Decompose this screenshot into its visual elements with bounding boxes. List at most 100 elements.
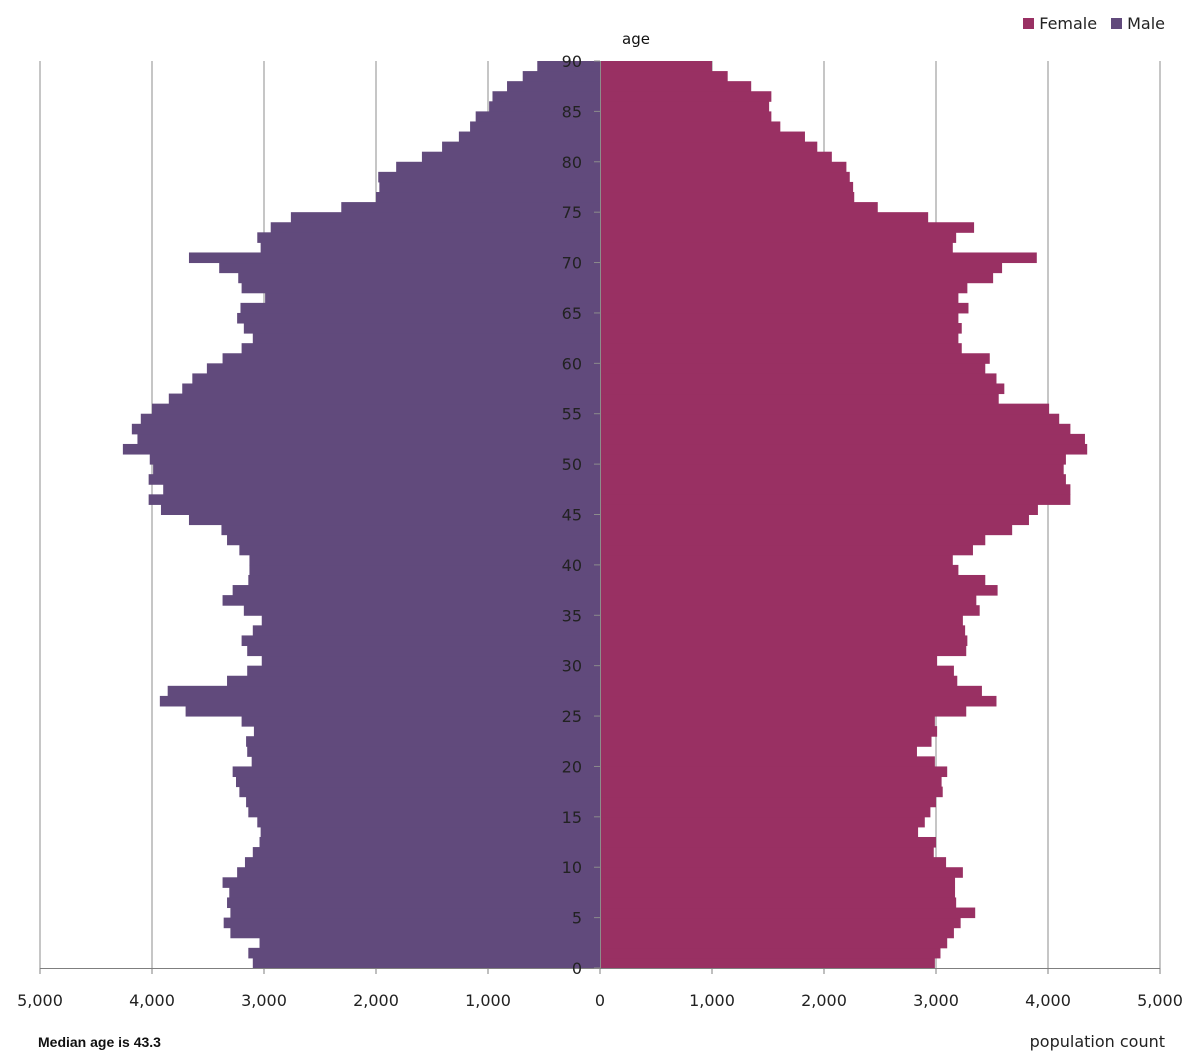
female-bar xyxy=(600,635,968,647)
female-swatch-icon xyxy=(1023,18,1035,29)
male-bar xyxy=(222,877,600,888)
male-bar xyxy=(247,746,600,757)
female-bar xyxy=(600,736,932,747)
male-bar xyxy=(492,91,600,102)
female-bar xyxy=(600,615,963,626)
male-bar xyxy=(379,181,600,193)
female-bar xyxy=(600,61,712,72)
male-bar xyxy=(252,333,601,344)
female-bar xyxy=(600,544,973,556)
male-bar xyxy=(396,161,600,173)
female-bar xyxy=(600,101,770,112)
male-bar xyxy=(182,383,601,395)
female-bar xyxy=(600,534,986,546)
y-tick-label: 15 xyxy=(562,808,582,827)
male-bar xyxy=(270,222,600,233)
male-bar xyxy=(376,192,600,203)
female-bar xyxy=(600,212,929,223)
y-tick-label: 65 xyxy=(562,304,582,323)
female-bar xyxy=(600,403,1050,415)
y-tick-label: 35 xyxy=(562,606,582,625)
female-bar xyxy=(600,242,953,253)
female-bar xyxy=(600,937,948,949)
male-bar xyxy=(259,836,600,848)
female-bar xyxy=(600,917,961,929)
female-bar xyxy=(600,171,850,183)
y-tick-label: 0 xyxy=(572,959,582,978)
female-bar xyxy=(600,605,980,616)
x-tick-label: 3,000 xyxy=(241,991,287,1010)
y-tick-label: 80 xyxy=(562,153,582,172)
female-bar xyxy=(600,353,990,364)
male-bar xyxy=(230,927,600,939)
male-bar xyxy=(241,716,600,727)
x-tick-label: 5,000 xyxy=(1137,991,1183,1010)
male-bar xyxy=(243,605,600,616)
male-bar xyxy=(246,796,600,808)
female-bar xyxy=(600,816,925,828)
legend-label-female: Female xyxy=(1039,14,1098,33)
y-tick-label: 85 xyxy=(562,102,582,121)
male-bar xyxy=(247,665,600,677)
female-bar xyxy=(600,111,772,122)
female-bar xyxy=(600,443,1088,455)
female-bar xyxy=(600,333,959,344)
female-bar xyxy=(600,343,962,354)
female-bar xyxy=(600,796,936,808)
male-bar xyxy=(140,413,601,425)
male-bar xyxy=(249,554,600,566)
female-bar xyxy=(600,202,878,213)
male-bar xyxy=(232,585,600,596)
male-bar xyxy=(227,897,601,909)
male-bar xyxy=(341,202,600,213)
female-bar xyxy=(600,766,948,778)
male-bar xyxy=(252,957,601,969)
male-bar xyxy=(243,323,600,334)
male-bar xyxy=(458,131,600,143)
x-tick-label: 2,000 xyxy=(801,991,847,1010)
male-bar xyxy=(248,806,600,818)
male-bar xyxy=(167,685,600,697)
male-bar xyxy=(475,111,600,122)
female-bar xyxy=(600,192,855,203)
male-bar xyxy=(232,766,600,778)
y-tick-label: 30 xyxy=(562,657,582,676)
female-bar xyxy=(600,252,1037,264)
female-bar xyxy=(600,655,938,667)
male-bar xyxy=(261,615,600,626)
female-bar xyxy=(600,756,935,767)
male-bar xyxy=(241,343,600,354)
male-bar xyxy=(248,947,600,959)
female-bar xyxy=(600,625,966,636)
female-bar xyxy=(600,272,994,284)
male-bar xyxy=(244,857,600,868)
female-bar xyxy=(600,393,999,405)
x-tick-label: 2,000 xyxy=(353,991,399,1010)
male-bar xyxy=(507,81,600,92)
x-axis-title: population count xyxy=(1029,1032,1165,1051)
female-bar xyxy=(600,907,976,919)
legend-label-male: Male xyxy=(1127,14,1165,33)
male-bar xyxy=(219,262,600,274)
x-tick-label: 1,000 xyxy=(689,991,735,1010)
male-bar xyxy=(227,675,601,687)
male-bar xyxy=(378,171,600,183)
axes: 5,000 4,000 3,000 2,000 1,000 0 1,000 2,000 3,00… xyxy=(17,52,1183,1010)
male-bar xyxy=(222,353,600,364)
male-bar xyxy=(185,705,600,717)
female-bar xyxy=(600,695,997,707)
male-bar xyxy=(252,625,601,636)
female-bar xyxy=(600,554,953,566)
female-bar xyxy=(600,776,942,788)
female-bar xyxy=(600,514,1029,526)
bars xyxy=(122,61,1088,969)
y-tick-label: 25 xyxy=(562,707,582,726)
x-tick-label: 1,000 xyxy=(465,991,511,1010)
male-bar xyxy=(442,141,600,153)
y-axis-title: age xyxy=(622,30,650,48)
male-bar xyxy=(223,917,600,929)
female-bar xyxy=(600,786,943,798)
male-bar xyxy=(160,504,600,515)
male-bar xyxy=(239,786,601,798)
